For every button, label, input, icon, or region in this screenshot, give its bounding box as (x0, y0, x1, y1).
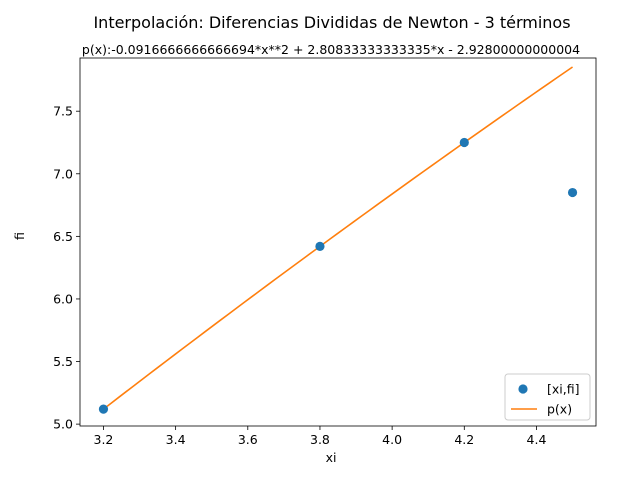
plot-area (80, 58, 596, 426)
y-axis-label: fi (12, 232, 27, 240)
legend-marker-xi-fi (518, 384, 528, 394)
data-point (315, 241, 325, 251)
y-tick-label: 7.0 (53, 166, 73, 181)
data-point (459, 137, 469, 148)
x-tick-label: 4.0 (382, 432, 402, 447)
point-layer (98, 137, 578, 414)
polynomial-annotation: p(x):-0.0916666666666694*x**2 + 2.808333… (82, 42, 580, 57)
legend-label-p-x: p(x) (547, 402, 572, 417)
x-tick-label: 3.4 (166, 432, 186, 447)
y-tick-label: 5.0 (53, 417, 73, 432)
x-tick-label: 4.4 (527, 432, 547, 447)
plot-frame (79, 57, 597, 427)
legend-label-xi-fi: [xi,fi] (547, 382, 579, 397)
line-layer (102, 66, 574, 410)
series-line-p-x (102, 66, 574, 410)
data-point (98, 404, 109, 414)
chart-title: Interpolación: Diferencias Divididas de … (93, 13, 570, 32)
x-axis-ticks: 3.2 3.4 3.6 3.8 4.0 4.2 4.4 (94, 426, 547, 447)
y-axis-ticks: 5.0 5.5 6.0 6.5 7.0 7.5 (53, 104, 80, 432)
y-tick-label: 5.5 (53, 354, 73, 369)
x-tick-label: 3.8 (310, 432, 330, 447)
y-tick-label: 6.0 (53, 291, 73, 306)
x-tick-label: 4.2 (454, 432, 474, 447)
y-tick-label: 6.5 (53, 229, 73, 244)
legend: [xi,fi] p(x) (504, 373, 591, 421)
y-tick-label: 7.5 (53, 104, 73, 119)
x-tick-label: 3.2 (94, 432, 114, 447)
x-tick-label: 3.6 (238, 432, 258, 447)
x-axis-label: xi (326, 450, 337, 465)
data-point (567, 187, 578, 198)
